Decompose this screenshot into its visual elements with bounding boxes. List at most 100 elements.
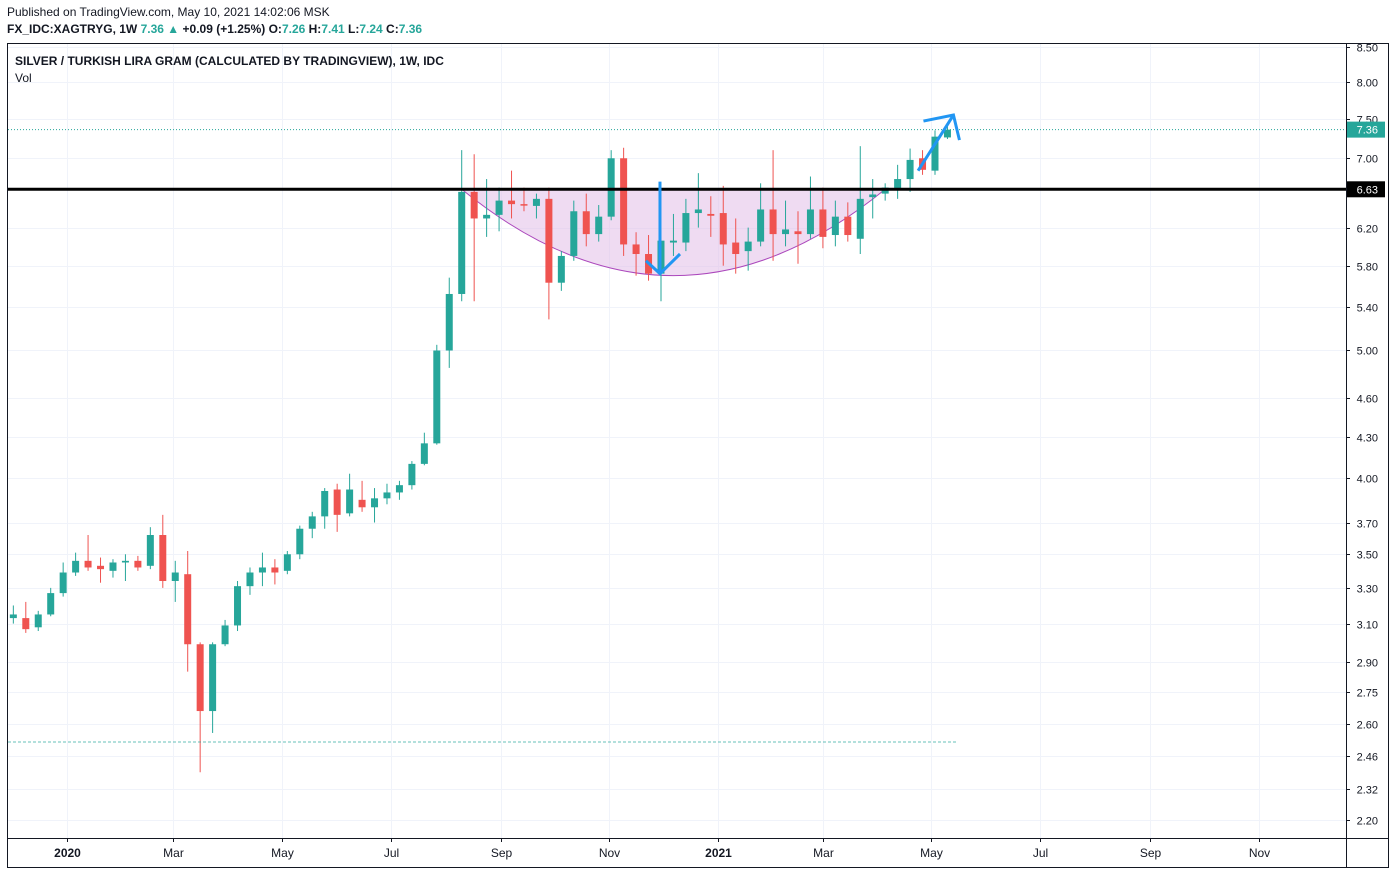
y-tick-label: 6.20 bbox=[1357, 224, 1378, 236]
open-value: 7.26 bbox=[281, 22, 306, 36]
candle-body bbox=[532, 198, 540, 206]
resistance-badge bbox=[1347, 181, 1385, 198]
y-tick-label: 5.40 bbox=[1357, 303, 1378, 315]
candle-body bbox=[819, 209, 827, 237]
x-tick-label: 2021 bbox=[705, 846, 732, 860]
candle-body bbox=[520, 204, 528, 206]
x-tick-label: May bbox=[271, 846, 294, 860]
candle-body bbox=[831, 216, 839, 236]
candle-body bbox=[196, 644, 204, 712]
y-tick-label: 2.32 bbox=[1357, 785, 1378, 797]
candle-body bbox=[607, 158, 615, 217]
high-label: H: bbox=[308, 22, 322, 36]
y-tick-label: 2.60 bbox=[1357, 720, 1378, 732]
candle-body bbox=[420, 443, 428, 464]
horizontal-lines bbox=[8, 129, 1346, 743]
candle-body bbox=[595, 216, 603, 235]
candle-body bbox=[22, 618, 30, 630]
candle-body bbox=[719, 213, 727, 245]
y-tick-label: 4.60 bbox=[1357, 394, 1378, 406]
x-tick-label: 2020 bbox=[54, 846, 81, 860]
candle-body bbox=[296, 528, 304, 555]
close-label: C: bbox=[386, 22, 399, 36]
candle-body bbox=[121, 560, 129, 563]
candle-body bbox=[333, 489, 341, 515]
candle-body bbox=[545, 198, 553, 283]
candle-body bbox=[931, 136, 939, 171]
candle-body bbox=[794, 231, 802, 235]
y-tick-label: 8.50 bbox=[1357, 43, 1378, 55]
up-arrow-head bbox=[923, 113, 961, 141]
x-tick-label: Jul bbox=[384, 846, 399, 860]
candle-body bbox=[570, 211, 578, 256]
x-tick-label: Nov bbox=[599, 846, 620, 860]
candle-body bbox=[84, 560, 92, 568]
resistance-badge-label: 6.63 bbox=[1357, 184, 1378, 196]
y-tick-label: 5.00 bbox=[1357, 346, 1378, 358]
x-tick-label: Mar bbox=[813, 846, 834, 860]
candle-body bbox=[782, 229, 790, 235]
up-arrow-shaft bbox=[916, 114, 955, 172]
candle-body bbox=[134, 560, 142, 568]
last-price-badge bbox=[1347, 121, 1385, 138]
candle-body bbox=[744, 241, 752, 252]
x-tick-label: Sep bbox=[491, 846, 513, 860]
candle-body bbox=[59, 572, 67, 594]
y-tick-label: 3.70 bbox=[1357, 519, 1378, 531]
y-tick-label: 7.00 bbox=[1357, 154, 1378, 166]
time-axis[interactable]: 2020 Mar May Jul Sep Nov 2021 Mar May Jul Sep Nov bbox=[8, 838, 1388, 860]
x-tick-label: Sep bbox=[1140, 846, 1162, 860]
candle-body bbox=[445, 293, 453, 351]
candle-body bbox=[582, 211, 590, 235]
y-tick-label: 2.46 bbox=[1357, 752, 1378, 764]
candle-body bbox=[395, 485, 403, 493]
price-change: +0.09 (+1.25%) bbox=[182, 22, 266, 36]
candle-body bbox=[283, 554, 291, 571]
candle-body bbox=[408, 463, 416, 486]
candle-body bbox=[109, 562, 117, 571]
candle-body bbox=[458, 191, 466, 294]
candle-body bbox=[72, 560, 80, 573]
candles bbox=[9, 125, 951, 773]
candle-body bbox=[159, 535, 167, 582]
candle-body bbox=[844, 216, 852, 236]
candle-body bbox=[171, 572, 179, 582]
y-tick-label: 3.30 bbox=[1357, 584, 1378, 596]
candle-body bbox=[383, 492, 391, 499]
candle-body bbox=[894, 179, 902, 191]
candle-body bbox=[694, 209, 702, 214]
candle-body bbox=[9, 614, 17, 619]
candle-body bbox=[371, 498, 379, 508]
y-tick-label: 2.20 bbox=[1357, 816, 1378, 828]
candle-body bbox=[47, 593, 55, 615]
candle-body bbox=[483, 214, 491, 219]
chart-pane-border bbox=[7, 43, 1389, 868]
candle-body bbox=[869, 194, 877, 198]
y-tick-label: 4.30 bbox=[1357, 433, 1378, 445]
candle-body bbox=[757, 209, 765, 242]
candle-body bbox=[146, 535, 154, 566]
change-up-icon: ▲ bbox=[167, 22, 180, 36]
candle-body bbox=[806, 209, 814, 235]
candle-body bbox=[209, 644, 217, 712]
symbol-name: FX_IDC:XAGTRYG, 1W bbox=[7, 22, 138, 36]
gridlines bbox=[8, 44, 1346, 838]
y-tick-label: 3.10 bbox=[1357, 620, 1378, 632]
candle-body bbox=[246, 572, 254, 587]
candle-body bbox=[669, 240, 677, 243]
candle-body bbox=[682, 213, 690, 243]
candle-body bbox=[258, 567, 266, 573]
down-arrow-head bbox=[644, 252, 682, 276]
candle-body bbox=[321, 490, 329, 517]
chart-title: SILVER / TURKISH LIRA GRAM (CALCULATED B… bbox=[15, 54, 444, 68]
candle-body bbox=[707, 213, 715, 216]
candle-body bbox=[470, 191, 478, 219]
high-value: 7.41 bbox=[321, 22, 345, 36]
y-tick-label: 5.80 bbox=[1357, 262, 1378, 274]
candle-body bbox=[308, 516, 316, 529]
price-axis[interactable]: 8.508.007.507.006.205.805.405.004.604.30… bbox=[1346, 43, 1385, 868]
y-tick-label: 2.75 bbox=[1357, 688, 1378, 700]
low-value: 7.24 bbox=[359, 22, 383, 36]
x-tick-label: May bbox=[920, 846, 943, 860]
